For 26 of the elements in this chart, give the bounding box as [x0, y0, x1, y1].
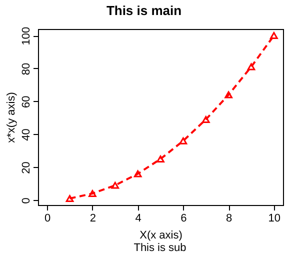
point — [247, 63, 256, 70]
point — [156, 155, 164, 162]
y-axis-title: x*x(y axis) — [6, 92, 18, 143]
y-tick-label: 60 — [20, 96, 32, 108]
text: This is sub — [134, 242, 186, 254]
y-tick-label: 20 — [20, 162, 32, 174]
point — [111, 182, 120, 189]
x-tick-label: 6 — [180, 212, 187, 224]
x-tick-label: 2 — [90, 212, 96, 224]
x-tick-label: 0 — [44, 212, 51, 224]
x-tick-label: 10 — [268, 212, 281, 224]
chart-title: This is main — [106, 2, 182, 18]
y-tick-label: 40 — [20, 128, 32, 141]
x-tick-label: 4 — [135, 212, 142, 224]
y-tick-label: 0 — [20, 198, 32, 204]
point — [66, 194, 74, 202]
point — [179, 137, 188, 144]
y-tick-label: 80 — [20, 62, 32, 76]
y-tick-label: 100 — [20, 26, 32, 46]
point — [134, 170, 142, 178]
point — [202, 116, 210, 123]
point — [270, 32, 278, 40]
point — [224, 91, 232, 98]
point — [88, 190, 96, 198]
x-tick-label: 8 — [226, 212, 232, 224]
x-axis-title: X(x axis) — [140, 230, 182, 242]
